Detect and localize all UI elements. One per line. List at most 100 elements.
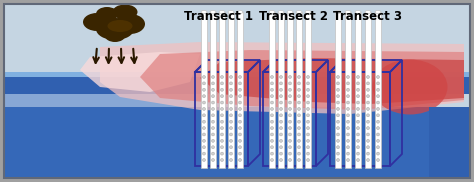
- Circle shape: [202, 107, 206, 110]
- Circle shape: [298, 146, 301, 149]
- Polygon shape: [305, 12, 311, 168]
- Circle shape: [280, 139, 283, 142]
- Polygon shape: [4, 77, 470, 94]
- Circle shape: [289, 114, 292, 117]
- Circle shape: [366, 107, 370, 110]
- Circle shape: [220, 95, 224, 98]
- Ellipse shape: [219, 11, 225, 13]
- Circle shape: [220, 146, 224, 149]
- Circle shape: [337, 114, 339, 117]
- Circle shape: [298, 152, 301, 155]
- Polygon shape: [335, 12, 341, 168]
- Circle shape: [202, 139, 206, 142]
- Circle shape: [280, 114, 283, 117]
- Circle shape: [346, 159, 349, 161]
- Circle shape: [298, 120, 301, 123]
- Circle shape: [202, 133, 206, 136]
- Polygon shape: [429, 107, 470, 178]
- Circle shape: [271, 120, 273, 123]
- Circle shape: [238, 76, 241, 78]
- Circle shape: [376, 139, 380, 142]
- Circle shape: [220, 101, 224, 104]
- Circle shape: [280, 95, 283, 98]
- Ellipse shape: [269, 11, 275, 13]
- Circle shape: [298, 95, 301, 98]
- Circle shape: [356, 139, 359, 142]
- Circle shape: [280, 126, 283, 130]
- Polygon shape: [201, 12, 207, 168]
- Circle shape: [376, 126, 380, 130]
- Circle shape: [280, 146, 283, 149]
- Circle shape: [337, 101, 339, 104]
- Circle shape: [366, 76, 370, 78]
- Circle shape: [271, 146, 273, 149]
- Ellipse shape: [96, 18, 134, 40]
- Circle shape: [376, 76, 380, 78]
- Polygon shape: [237, 12, 243, 168]
- Circle shape: [356, 101, 359, 104]
- Circle shape: [366, 95, 370, 98]
- Circle shape: [211, 101, 215, 104]
- Polygon shape: [365, 12, 371, 168]
- Circle shape: [376, 107, 380, 110]
- Circle shape: [346, 82, 349, 85]
- Ellipse shape: [105, 30, 125, 42]
- Circle shape: [366, 88, 370, 91]
- Circle shape: [202, 95, 206, 98]
- Circle shape: [220, 152, 224, 155]
- Ellipse shape: [305, 11, 311, 13]
- Circle shape: [238, 82, 241, 85]
- Circle shape: [376, 120, 380, 123]
- Circle shape: [346, 107, 349, 110]
- Circle shape: [298, 107, 301, 110]
- Circle shape: [220, 76, 224, 78]
- Polygon shape: [296, 12, 302, 168]
- Polygon shape: [4, 107, 470, 178]
- Circle shape: [229, 95, 233, 98]
- Ellipse shape: [112, 5, 137, 19]
- Circle shape: [211, 95, 215, 98]
- Circle shape: [202, 146, 206, 149]
- Circle shape: [229, 126, 233, 130]
- Circle shape: [346, 76, 349, 78]
- Circle shape: [337, 107, 339, 110]
- Circle shape: [220, 159, 224, 161]
- Text: Transect 2: Transect 2: [259, 10, 328, 23]
- Circle shape: [337, 139, 339, 142]
- Circle shape: [202, 82, 206, 85]
- Polygon shape: [269, 12, 275, 168]
- Ellipse shape: [210, 11, 216, 13]
- Circle shape: [298, 76, 301, 78]
- Ellipse shape: [287, 11, 293, 13]
- Circle shape: [366, 114, 370, 117]
- Circle shape: [356, 76, 359, 78]
- Circle shape: [337, 76, 339, 78]
- Circle shape: [366, 159, 370, 161]
- Polygon shape: [345, 12, 351, 168]
- Circle shape: [280, 88, 283, 91]
- Circle shape: [289, 120, 292, 123]
- Circle shape: [356, 88, 359, 91]
- Polygon shape: [4, 4, 470, 107]
- Circle shape: [271, 88, 273, 91]
- Circle shape: [366, 126, 370, 130]
- Circle shape: [307, 126, 310, 130]
- Circle shape: [289, 88, 292, 91]
- Circle shape: [229, 107, 233, 110]
- Circle shape: [376, 152, 380, 155]
- Circle shape: [220, 120, 224, 123]
- Circle shape: [356, 95, 359, 98]
- Ellipse shape: [375, 11, 381, 13]
- Circle shape: [271, 82, 273, 85]
- Circle shape: [366, 139, 370, 142]
- Circle shape: [298, 139, 301, 142]
- Circle shape: [238, 126, 241, 130]
- Circle shape: [202, 88, 206, 91]
- Circle shape: [220, 133, 224, 136]
- Circle shape: [271, 114, 273, 117]
- Polygon shape: [210, 12, 216, 168]
- Circle shape: [280, 120, 283, 123]
- Circle shape: [298, 82, 301, 85]
- Circle shape: [280, 82, 283, 85]
- Circle shape: [220, 82, 224, 85]
